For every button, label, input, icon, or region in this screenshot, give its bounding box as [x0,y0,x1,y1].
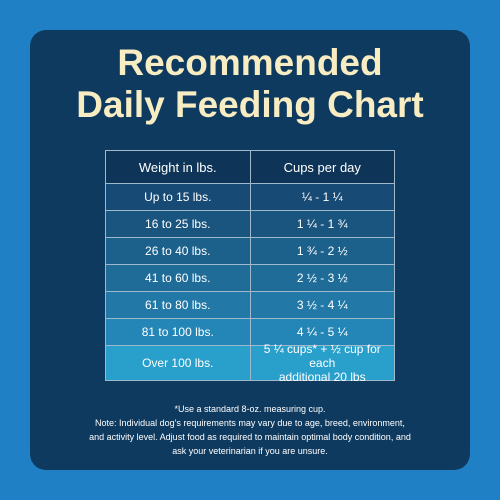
table-row: 41 to 60 lbs. 2 ½ - 3 ½ [106,264,394,291]
table-row: 16 to 25 lbs. 1 ¼ - 1 ¾ [106,210,394,237]
notes: *Use a standard 8-oz. measuring cup. Note… [0,402,500,458]
table-row: Up to 15 lbs. ¼ - 1 ¼ [106,183,394,210]
table-cell: 5 ¼ cups* + ½ cup for each additional 20 … [249,342,395,384]
table-cell: 3 ½ - 4 ¼ [249,292,395,318]
note-line: and activity level. Adjust food as requi… [89,432,411,442]
header-row: Weight in lbs. Cups per day [106,151,394,183]
table-cell: 41 to 60 lbs. [145,271,211,285]
table-row: 81 to 100 lbs. 4 ¼ - 5 ¼ [106,318,394,345]
note-line: ask your veterinarian if you are unsure. [172,446,328,456]
cell-line: 5 ¼ cups* + ½ cup for each [263,342,381,370]
table-cell: 16 to 25 lbs. [145,217,211,231]
table-cell: 81 to 100 lbs. [141,325,214,339]
table-cell: 1 ¾ - 2 ½ [249,238,395,264]
column-header: Weight in lbs. [138,159,217,175]
column-header: Cups per day [249,151,395,183]
title: Daily Feeding Chart [76,84,424,125]
table-cell: 1 ¼ - 1 ¾ [249,211,395,237]
table-cell: Over 100 lbs. [142,356,214,370]
table-row: 61 to 80 lbs. 3 ½ - 4 ¼ [106,291,394,318]
note-line: Note: Individual dog's requirements may … [95,418,405,428]
note-line: *Use a standard 8-oz. measuring cup. [174,404,326,414]
table-row: 26 to 40 lbs. 1 ¾ - 2 ½ [106,237,394,264]
table-cell: 61 to 80 lbs. [145,298,211,312]
cell-line: additional 20 lbs [278,370,366,384]
table-cell: 26 to 40 lbs. [145,244,211,258]
table-cell: ¼ - 1 ¼ [249,184,395,210]
feeding-table: Weight in lbs. Cups per day Up to 15 lbs… [105,150,395,384]
title: Recommended [117,42,383,83]
table-cell: 2 ½ - 3 ½ [249,265,395,291]
table-cell: Up to 15 lbs. [144,190,212,204]
table-cell: 4 ¼ - 5 ¼ [249,319,395,345]
table-row: Over 100 lbs. 5 ¼ cups* + ½ cup for each a… [106,342,395,384]
